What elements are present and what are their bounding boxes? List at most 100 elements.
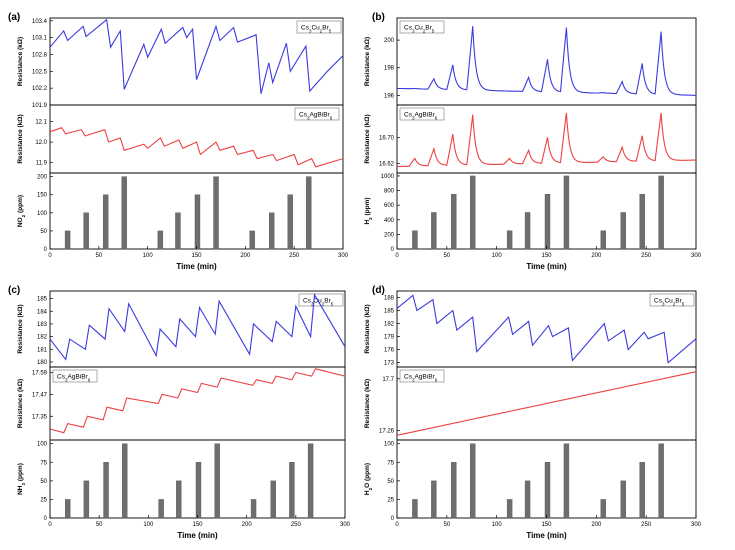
x-tick-label: 250 [641, 522, 652, 528]
label-part: 5 [682, 301, 685, 306]
y-axis-label: H2O (ppm) [364, 463, 373, 495]
label-part: 3 [307, 115, 310, 120]
panel-label: (b) [372, 12, 385, 23]
y-axis-label: Resistance (kΩ) [17, 37, 24, 86]
bar [214, 443, 220, 519]
bar [289, 462, 295, 519]
label-part: (ppm) [17, 195, 24, 215]
label-part: 2 [368, 217, 373, 220]
bar-subplot: 0 50 100 150 200 NO2 (ppm) 0 50 100 150 200 250 300 T… [17, 172, 349, 271]
x-tick-label: 100 [492, 253, 503, 259]
bar [250, 499, 257, 519]
bar [157, 230, 164, 250]
y-axis-label: Resistance (kΩ) [364, 114, 371, 163]
bar [563, 175, 570, 250]
y-axis-label: Resistance (kΩ) [364, 379, 371, 428]
bar [158, 499, 164, 519]
x-tick-label: 200 [591, 522, 602, 528]
label-part: Br [324, 298, 331, 305]
x-tick-label: 200 [591, 253, 602, 259]
bar [431, 480, 437, 519]
y-tick-label: 101.9 [32, 103, 48, 109]
label-part: 5 [432, 28, 435, 33]
bar [287, 194, 293, 250]
bar [620, 212, 626, 250]
label-part: O (ppm) [364, 463, 371, 488]
bar-subplot: 0 25 50 75 100 H2O (ppm) 0 50 100 150 200 250 300 Tim… [364, 439, 702, 540]
series-line [49, 18, 344, 94]
y-tick-label: 17.35 [32, 414, 48, 420]
label-part: NO [17, 217, 24, 227]
x-tick-label: 200 [240, 253, 251, 259]
legend-label: Cs3Cu2Br5 [654, 298, 685, 307]
label-part: 2 [368, 487, 373, 490]
label-part: Cs [404, 112, 413, 119]
series-line [396, 26, 696, 96]
y-tick-label: 16.62 [379, 161, 395, 167]
legend-box [649, 293, 695, 307]
label-part: Br [322, 25, 329, 32]
y-axis-label: Resistance (kΩ) [364, 304, 371, 353]
bar [195, 462, 202, 519]
y-tick-label: 12.1 [35, 119, 47, 125]
bar [412, 499, 418, 519]
label-part: 2 [673, 301, 676, 306]
label-part: Cs [57, 374, 66, 381]
y-tick-label: 103.1 [32, 36, 48, 42]
bar [658, 175, 664, 250]
label-part: AgBiBr [414, 112, 435, 119]
y-tick-label: 600 [384, 203, 395, 209]
bar [544, 193, 551, 250]
x-tick-label: 100 [143, 253, 154, 259]
bar [639, 193, 645, 250]
bar [83, 480, 90, 519]
x-tick-label: 250 [291, 522, 302, 528]
bar [122, 443, 128, 519]
y-tick-label: 50 [40, 479, 47, 485]
y-tick-label: 200 [384, 232, 395, 238]
legend-label: Cs3Cu2Br5 [404, 25, 435, 34]
bar [506, 499, 513, 519]
y-axis-label: NO2 (ppm) [17, 195, 26, 227]
x-tick-label: 300 [691, 522, 702, 528]
label-part: 3 [412, 377, 415, 382]
y-tick-label: 0 [391, 516, 395, 522]
y-axis-label: Resistance (kΩ) [17, 304, 24, 353]
bar [306, 176, 312, 250]
label-part: 3 [412, 28, 415, 33]
label-part: 3 [309, 28, 312, 33]
label-part: AgBiBr [67, 374, 88, 381]
y-tick-label: 182 [37, 335, 48, 341]
bar [506, 230, 513, 250]
x-tick-label: 100 [143, 522, 154, 528]
y-tick-label: 0 [44, 247, 48, 253]
label-part: AgBiBr [309, 112, 330, 119]
label-part: Cu [664, 298, 673, 305]
y-tick-label: 100 [37, 442, 48, 448]
bar [563, 443, 570, 519]
bar [307, 443, 314, 519]
label-part: 2 [322, 301, 325, 306]
y-tick-label: 75 [387, 460, 394, 466]
label-part: 5 [331, 301, 334, 306]
label-part: 5 [329, 28, 332, 33]
bar [470, 443, 476, 519]
bar [83, 212, 89, 250]
subplot-1: 101.9 102.2 102.5 102.8 103.1 103.4 Resistance… [17, 17, 344, 109]
y-tick-label: 102.5 [32, 69, 48, 75]
label-part: 3 [311, 301, 314, 306]
bar [121, 176, 127, 250]
label-part: Cs [654, 298, 663, 305]
bar [176, 480, 182, 519]
label-part: 3 [65, 377, 68, 382]
x-tick-label: 250 [289, 253, 300, 259]
label-part: Cs [404, 374, 413, 381]
label-part: 3 [412, 115, 415, 120]
y-tick-label: 50 [40, 229, 47, 235]
y-tick-label: 196 [384, 93, 395, 99]
y-tick-label: 103.4 [32, 19, 48, 25]
x-tick-label: 150 [541, 522, 552, 528]
label-part: 6 [330, 115, 333, 120]
y-tick-label: 0 [44, 516, 48, 522]
